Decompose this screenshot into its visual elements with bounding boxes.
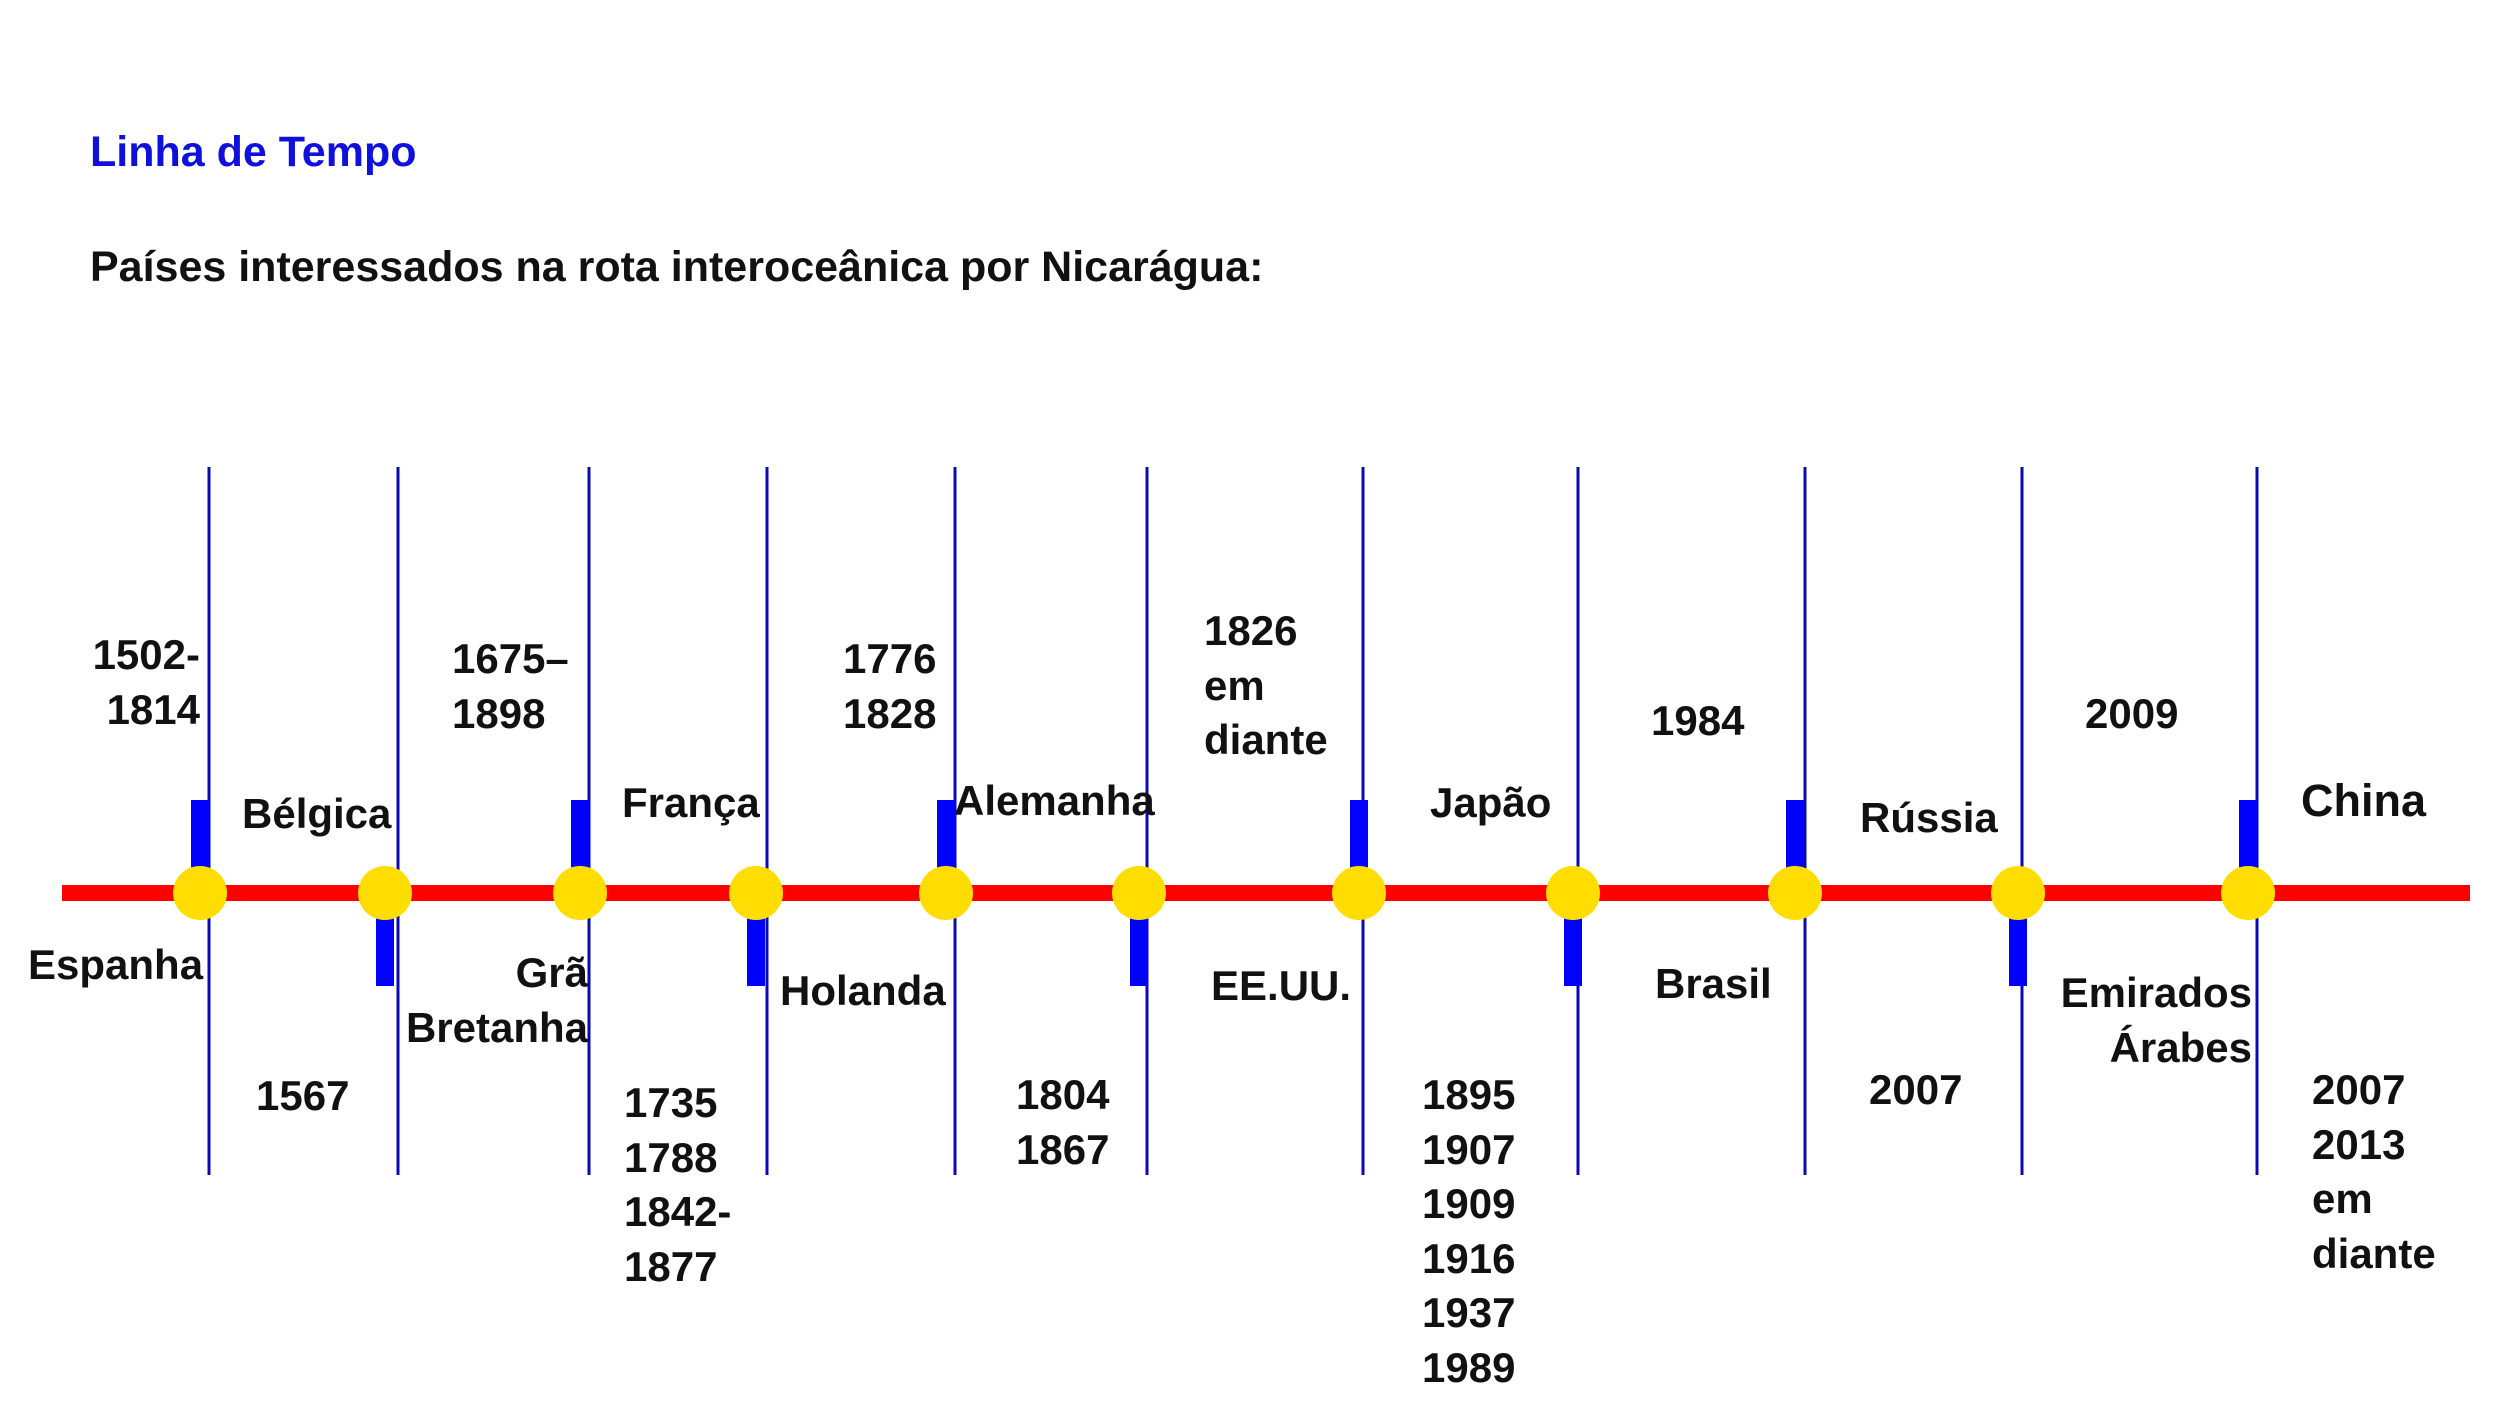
event-years-espanha: 1502- 1814 bbox=[92, 631, 200, 733]
event-dot-1 bbox=[173, 866, 227, 920]
event-dots bbox=[173, 866, 2275, 920]
event-years-china: 2007 2013 em diante bbox=[2312, 1066, 2436, 1277]
page-subtitle: Países interessados na rota interoceânic… bbox=[90, 243, 1264, 291]
event-dot-9 bbox=[1768, 866, 1822, 920]
event-dot-3 bbox=[553, 866, 607, 920]
event-dot-2 bbox=[358, 866, 412, 920]
event-country-espanha: Espanha bbox=[28, 941, 204, 988]
event-years-emirados: 2009 bbox=[2085, 690, 2179, 737]
event-years-japao: 1895 1907 1909 1916 1937 1989 bbox=[1422, 1071, 1516, 1391]
page-title: Linha de Tempo bbox=[90, 128, 417, 176]
event-country-brasil: Brasil bbox=[1655, 960, 1772, 1007]
event-country-china: China bbox=[2301, 775, 2427, 826]
event-dot-4 bbox=[729, 866, 783, 920]
event-country-japao: Japão bbox=[1430, 779, 1552, 826]
event-country-holanda: Holanda bbox=[780, 967, 946, 1014]
event-country-eeuu: EE.UU. bbox=[1211, 962, 1352, 1009]
event-country-alemanha: Alemanha bbox=[954, 777, 1155, 824]
event-years-eeuu: 1826 em diante bbox=[1204, 607, 1328, 764]
event-dot-8 bbox=[1546, 866, 1600, 920]
event-years-holanda: 1804 1867 bbox=[1016, 1071, 1110, 1173]
event-dot-6 bbox=[1112, 866, 1166, 920]
event-dot-10 bbox=[1991, 866, 2045, 920]
event-years-franca: 1735 1788 1842- 1877 bbox=[624, 1079, 732, 1290]
event-country-russia: Rússia bbox=[1860, 794, 1998, 841]
event-country-belgica: Bélgica bbox=[242, 790, 392, 837]
event-dot-5 bbox=[919, 866, 973, 920]
event-country-gra-bretanha: Grã Bretanha bbox=[405, 949, 588, 1051]
event-years-belgica: 1567 bbox=[256, 1072, 350, 1119]
event-dot-11 bbox=[2221, 866, 2275, 920]
event-years-russia: 2007 bbox=[1869, 1066, 1963, 1113]
event-country-emirados: Emirados Árabes bbox=[2060, 969, 2252, 1071]
event-years-brasil: 1984 bbox=[1651, 697, 1745, 744]
event-years-alemanha: 1776 1828 bbox=[843, 635, 937, 737]
event-dot-7 bbox=[1332, 866, 1386, 920]
event-years-gra-bretanha: 1675– 1898 bbox=[452, 635, 569, 737]
event-country-franca: França bbox=[622, 779, 760, 826]
